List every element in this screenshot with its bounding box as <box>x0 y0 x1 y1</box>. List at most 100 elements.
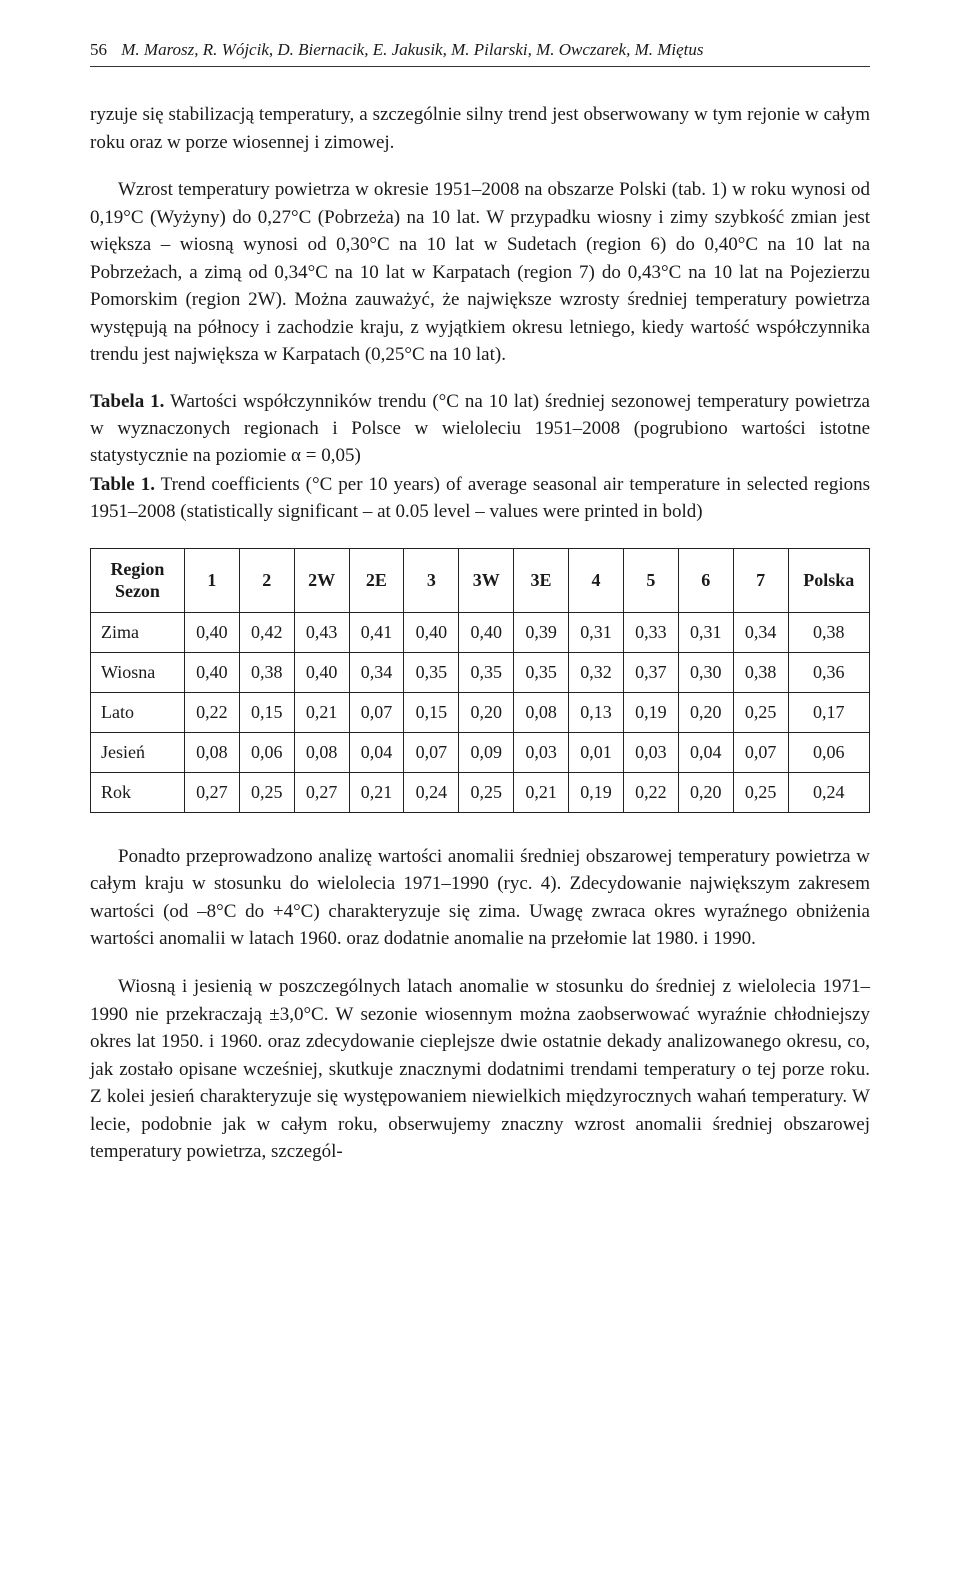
table-cell: 0,15 <box>404 692 459 732</box>
table-cell: 0,39 <box>514 612 569 652</box>
trend-table: Region Sezon 122W2E33W3E4567Polska Zima0… <box>90 548 870 813</box>
table-row: Lato0,220,150,210,070,150,200,080,130,19… <box>91 692 870 732</box>
table-cell: 0,21 <box>294 692 349 732</box>
table-cell: 0,08 <box>514 692 569 732</box>
table-cell: 0,31 <box>678 612 733 652</box>
table-cell: 0,21 <box>514 772 569 812</box>
table-cell: 0,27 <box>184 772 239 812</box>
table-cell: 0,30 <box>678 652 733 692</box>
table-cell: 0,40 <box>184 612 239 652</box>
table-col-header: 7 <box>733 548 788 612</box>
caption-text-pl: Wartości współczynników trendu (°C na 10… <box>90 391 870 466</box>
table-cell: 0,40 <box>294 652 349 692</box>
table-cell: 0,35 <box>404 652 459 692</box>
table-col-header: 6 <box>678 548 733 612</box>
table-cell: 0,42 <box>239 612 294 652</box>
table-cell: 0,07 <box>733 732 788 772</box>
table-cell: 0,15 <box>239 692 294 732</box>
table-cell: 0,22 <box>623 772 678 812</box>
table-col-header: 3E <box>514 548 569 612</box>
table-cell: 0,19 <box>623 692 678 732</box>
table-cell: 0,08 <box>294 732 349 772</box>
page: 56 M. Marosz, R. Wójcik, D. Biernacik, E… <box>0 0 960 1236</box>
table-cell: 0,32 <box>569 652 624 692</box>
table-row-label: Wiosna <box>91 652 185 692</box>
table-cell: 0,21 <box>349 772 404 812</box>
table-col-header: 3W <box>459 548 514 612</box>
table-col-header: 2E <box>349 548 404 612</box>
table-cell: 0,38 <box>239 652 294 692</box>
table-cell: 0,22 <box>184 692 239 732</box>
caption-text-en: Trend coefficients (°C per 10 years) of … <box>90 474 870 522</box>
table-cell: 0,27 <box>294 772 349 812</box>
running-head: 56 M. Marosz, R. Wójcik, D. Biernacik, E… <box>90 40 870 67</box>
table-cell: 0,01 <box>569 732 624 772</box>
table-cell: 0,38 <box>733 652 788 692</box>
table-col-header: 1 <box>184 548 239 612</box>
table-cell: 0,07 <box>404 732 459 772</box>
table-col-header: Polska <box>788 548 870 612</box>
table-cell: 0,13 <box>569 692 624 732</box>
table-cell: 0,40 <box>404 612 459 652</box>
table-cell: 0,38 <box>788 612 870 652</box>
table-caption-block: Tabela 1. Wartości współczynników trendu… <box>90 389 870 526</box>
table-cell: 0,19 <box>569 772 624 812</box>
table-cell: 0,34 <box>349 652 404 692</box>
table-caption-pl: Tabela 1. Wartości współczynników trendu… <box>90 389 870 470</box>
table-cell: 0,24 <box>404 772 459 812</box>
running-authors: M. Marosz, R. Wójcik, D. Biernacik, E. J… <box>121 40 703 59</box>
table-cell: 0,06 <box>788 732 870 772</box>
table-cell: 0,40 <box>184 652 239 692</box>
table-cell: 0,20 <box>459 692 514 732</box>
table-cell: 0,35 <box>514 652 569 692</box>
table-header-row: Region Sezon 122W2E33W3E4567Polska <box>91 548 870 612</box>
table-caption-en: Table 1. Trend coefficients (°C per 10 y… <box>90 472 870 526</box>
table-col-header: 2 <box>239 548 294 612</box>
table-col-header: 5 <box>623 548 678 612</box>
table-row: Wiosna0,400,380,400,340,350,350,350,320,… <box>91 652 870 692</box>
body-paragraph-3: Ponadto przeprowadzono analizę wartości … <box>90 843 870 953</box>
table-cell: 0,33 <box>623 612 678 652</box>
table-cell: 0,17 <box>788 692 870 732</box>
table-cell: 0,04 <box>678 732 733 772</box>
table-cell: 0,31 <box>569 612 624 652</box>
table-cell: 0,20 <box>678 772 733 812</box>
table-cell: 0,08 <box>184 732 239 772</box>
corner-top: Region <box>110 559 164 579</box>
body-paragraph-2: Wzrost temperatury powietrza w okresie 1… <box>90 176 870 369</box>
table-cell: 0,03 <box>514 732 569 772</box>
table-cell: 0,40 <box>459 612 514 652</box>
page-number: 56 <box>90 40 107 59</box>
table-row: Rok0,270,250,270,210,240,250,210,190,220… <box>91 772 870 812</box>
table-body: Zima0,400,420,430,410,400,400,390,310,33… <box>91 612 870 812</box>
table-cell: 0,09 <box>459 732 514 772</box>
table-col-header: 4 <box>569 548 624 612</box>
table-cell: 0,25 <box>459 772 514 812</box>
table-cell: 0,06 <box>239 732 294 772</box>
table-cell: 0,20 <box>678 692 733 732</box>
table-row-label: Rok <box>91 772 185 812</box>
table-cell: 0,36 <box>788 652 870 692</box>
table-cell: 0,25 <box>733 692 788 732</box>
table-col-header: 2W <box>294 548 349 612</box>
table-cell: 0,07 <box>349 692 404 732</box>
table-col-header: 3 <box>404 548 459 612</box>
table-row: Zima0,400,420,430,410,400,400,390,310,33… <box>91 612 870 652</box>
table-corner-cell: Region Sezon <box>91 548 185 612</box>
table-row-label: Jesień <box>91 732 185 772</box>
table-cell: 0,41 <box>349 612 404 652</box>
table-cell: 0,25 <box>733 772 788 812</box>
table-row: Jesień0,080,060,080,040,070,090,030,010,… <box>91 732 870 772</box>
corner-bottom: Sezon <box>115 581 160 601</box>
table-cell: 0,04 <box>349 732 404 772</box>
table-cell: 0,25 <box>239 772 294 812</box>
table-row-label: Zima <box>91 612 185 652</box>
caption-lead-pl: Tabela 1. <box>90 391 164 412</box>
table-cell: 0,43 <box>294 612 349 652</box>
table-row-label: Lato <box>91 692 185 732</box>
table-cell: 0,37 <box>623 652 678 692</box>
body-paragraph-4: Wiosną i jesienią w poszczególnych latac… <box>90 973 870 1166</box>
body-paragraph-1: ryzuje się stabilizacją temperatury, a s… <box>90 101 870 156</box>
table-cell: 0,35 <box>459 652 514 692</box>
table-cell: 0,24 <box>788 772 870 812</box>
